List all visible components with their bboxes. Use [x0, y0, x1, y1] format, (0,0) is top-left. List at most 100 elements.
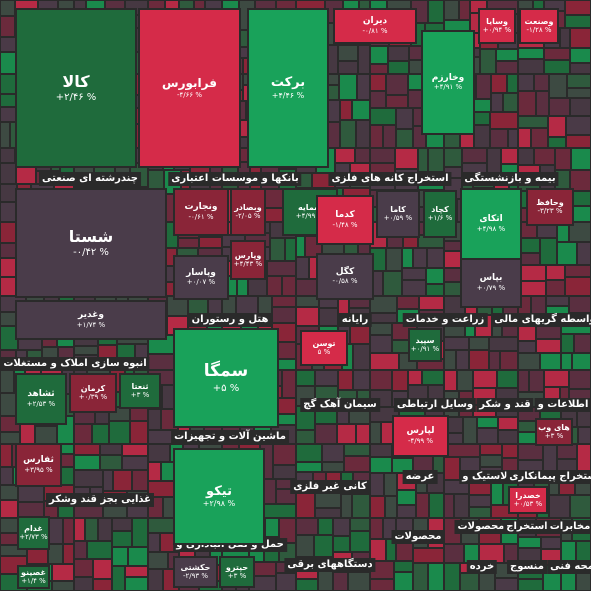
stock-cell	[63, 518, 74, 544]
stock-tile: سپید +۰/۹۱ %	[408, 328, 442, 362]
stock-tile: غصینو +۱/۴ %	[17, 565, 50, 589]
stock-cell	[370, 539, 386, 561]
stock-tile: فرابورس -۴/۶۶ %	[138, 8, 241, 168]
price-change: -۴/۶۶ %	[176, 90, 203, 99]
price-change: +۴/۴۳ %	[233, 260, 263, 269]
stock-symbol: سمایه	[297, 202, 323, 212]
stock-cell	[335, 148, 355, 163]
stock-cell	[74, 541, 87, 559]
stock-cell	[495, 578, 518, 591]
stock-cell	[444, 494, 454, 518]
sector-header: محصولات	[391, 530, 445, 544]
stock-cell	[402, 248, 413, 268]
stock-cell	[518, 370, 529, 392]
stock-cell	[518, 579, 543, 591]
stock-cell	[549, 74, 567, 98]
stock-cell	[353, 344, 370, 370]
stock-cell	[340, 120, 356, 148]
stock-cell	[570, 48, 591, 63]
stock-cell	[103, 470, 113, 491]
stock-tile: وپاسار +۰/۰۷ %	[173, 255, 229, 300]
stock-symbol: شستا	[68, 226, 114, 246]
stock-cell	[555, 148, 571, 170]
sector-header: بیمه و بازنشستگی	[461, 172, 559, 186]
sector-header: قند و شکر	[476, 398, 534, 412]
stock-tile: غدام +۲/۷۳ %	[17, 516, 50, 550]
stock-cell	[578, 427, 591, 444]
stock-cell	[574, 334, 591, 353]
stock-cell	[518, 59, 544, 74]
stock-cell	[444, 444, 480, 457]
stock-cell	[385, 496, 397, 518]
price-change: -۰/۵۸ %	[332, 277, 358, 286]
stock-cell	[534, 74, 549, 91]
stock-cell	[402, 280, 426, 296]
stock-cell	[460, 573, 479, 591]
stock-symbol: کگل	[335, 266, 355, 277]
price-change: +۲/۴۶ %	[55, 92, 97, 104]
stock-cell	[518, 128, 531, 148]
stock-cell	[395, 148, 418, 169]
stock-cell	[444, 337, 469, 350]
stock-cell	[148, 533, 160, 552]
stock-symbol: وغدیر	[78, 310, 104, 321]
stock-cell	[125, 566, 148, 577]
price-change: +۰/۹۴ %	[482, 26, 512, 35]
stock-cell	[344, 444, 370, 456]
stock-cell	[353, 370, 370, 390]
stock-cell	[74, 506, 103, 518]
stock-cell	[112, 531, 132, 547]
sector-header: غذایی بجز قند وشکر	[45, 493, 155, 507]
stock-cell	[541, 537, 561, 549]
stock-symbol: اتکای	[479, 214, 503, 225]
stock-cell	[462, 148, 487, 163]
stock-cell	[148, 409, 161, 430]
stock-cell	[122, 456, 148, 470]
stock-cell	[402, 268, 426, 280]
stock-cell	[148, 444, 170, 462]
stock-cell	[370, 323, 392, 335]
stock-cell	[148, 552, 168, 569]
stock-cell	[130, 421, 148, 444]
stock-cell	[322, 462, 344, 472]
stock-cell	[74, 577, 93, 591]
stock-symbol: برکت	[270, 75, 306, 90]
stock-cell	[92, 424, 109, 444]
stock-cell	[518, 265, 546, 281]
price-change: -۴/۹۹ %	[407, 436, 434, 445]
stock-cell	[339, 74, 357, 100]
stock-cell	[469, 337, 489, 350]
stock-tile: دیران -۰/۸۱ %	[333, 8, 417, 44]
stock-cell	[473, 370, 497, 388]
stock-tile: اتکای +۴/۹۸ %	[460, 188, 522, 260]
stock-cell	[518, 116, 548, 128]
stock-cell	[132, 470, 148, 491]
stock-cell	[100, 455, 122, 470]
stock-cell	[419, 296, 444, 310]
stock-cell	[74, 424, 92, 444]
stock-cell	[459, 0, 470, 20]
stock-cell	[0, 370, 14, 393]
stock-cell	[356, 120, 370, 148]
stock-cell	[566, 135, 591, 148]
stock-tile: بپاس +۰/۷۹ %	[460, 258, 522, 308]
stock-cell	[93, 579, 112, 591]
stock-tile: ثشاهد +۲/۵۳ %	[15, 373, 67, 425]
price-change: +۴/۴۶ %	[271, 90, 305, 100]
price-change: -۱/۲۸ %	[526, 26, 552, 35]
stock-cell	[128, 547, 148, 566]
stock-cell	[0, 16, 15, 37]
stock-cell	[531, 128, 548, 148]
stock-cell	[370, 496, 385, 518]
stock-cell	[565, 0, 591, 15]
stock-cell	[350, 518, 370, 531]
stock-cell	[428, 563, 444, 591]
stock-cell	[498, 417, 518, 430]
stock-cell	[557, 242, 577, 265]
price-change: +۰/۵۳ %	[513, 500, 543, 509]
stock-tile: لپارس -۴/۹۹ %	[392, 415, 449, 457]
sector-header: بانکها و موسسات اعتباری	[168, 172, 302, 186]
stock-cell	[480, 444, 502, 455]
stock-cell	[426, 268, 444, 284]
stock-cell	[285, 238, 296, 261]
